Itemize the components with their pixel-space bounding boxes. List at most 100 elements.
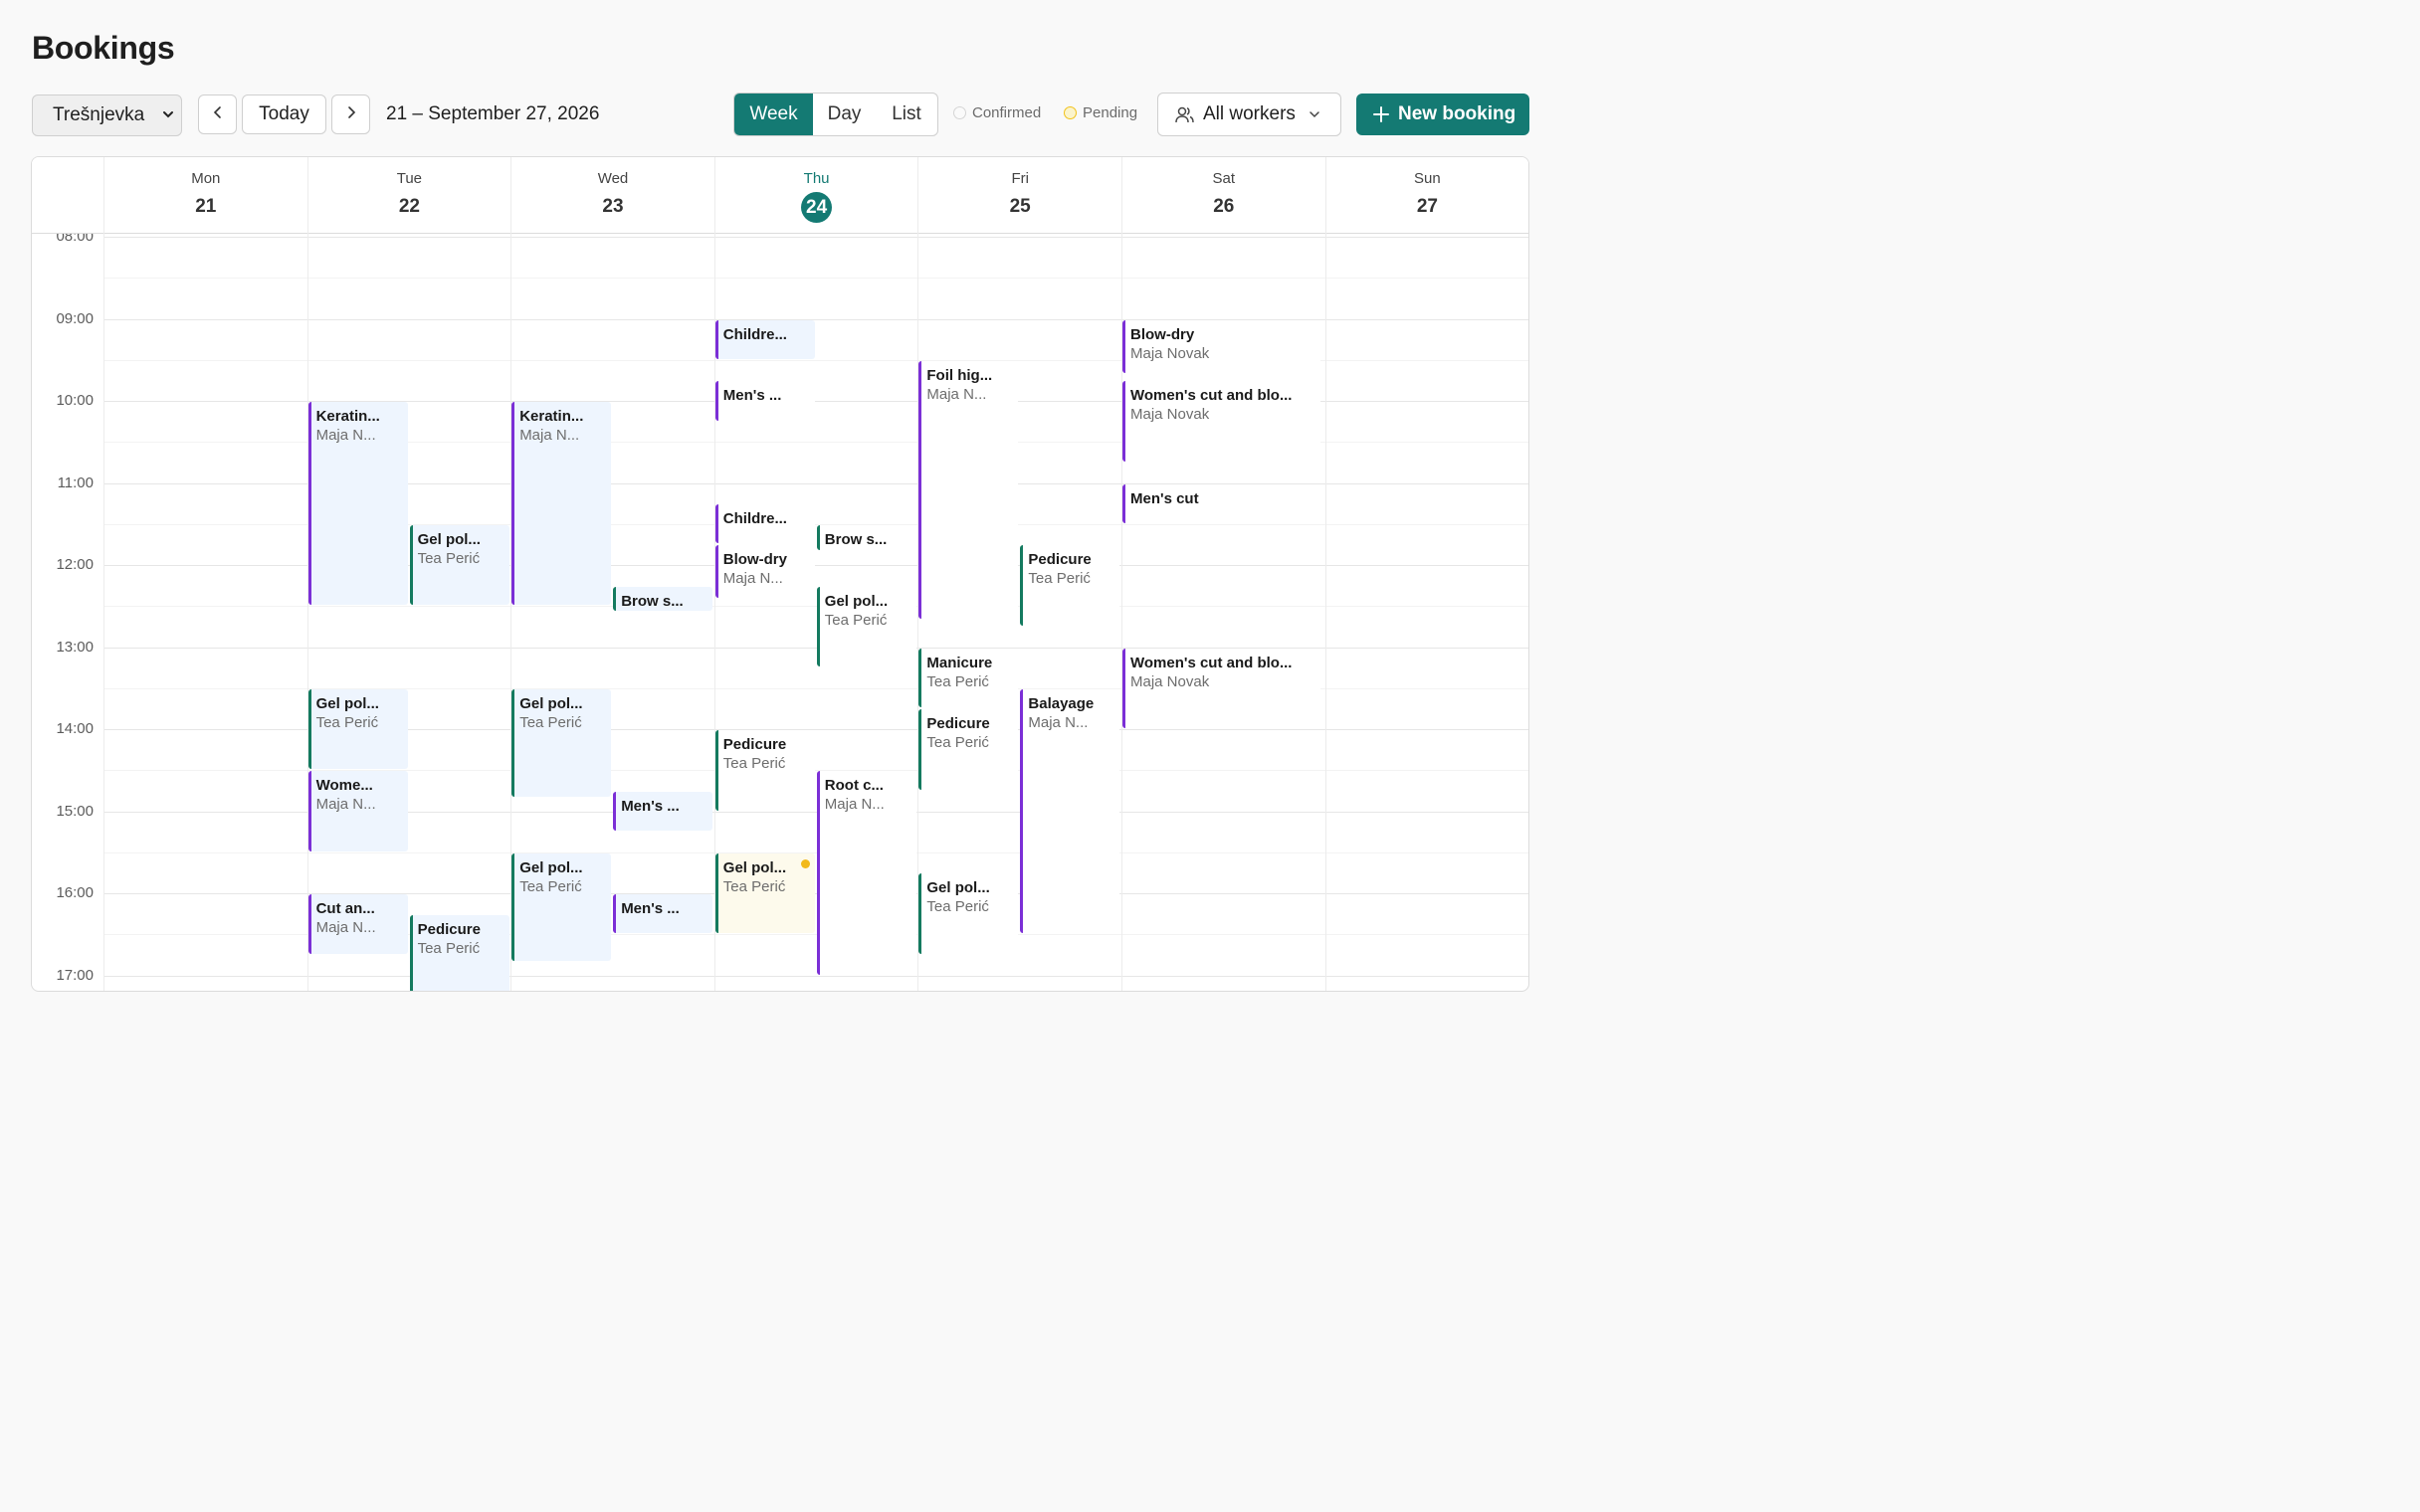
booking-event[interactable]: Gel pol... Tea Perić — [307, 688, 408, 770]
hour-gridline — [103, 647, 1528, 649]
tab-day[interactable]: Day — [827, 103, 862, 124]
time-label: 09:00 — [56, 309, 94, 327]
location-select[interactable]: Trešnjevka — [32, 94, 182, 136]
day-header-thu[interactable]: Thu 24 — [713, 157, 918, 234]
day-number: 26 — [1213, 196, 1235, 217]
day-header-mon[interactable]: Mon 21 — [103, 157, 307, 234]
time-label: 10:00 — [56, 392, 94, 409]
booking-title: Brow s... — [621, 592, 684, 610]
hour-gridline — [103, 893, 1528, 894]
booking-event[interactable]: Pedicure Tea Perić — [714, 730, 815, 811]
booking-worker: Maja N... — [1028, 713, 1089, 731]
day-column-divider — [1324, 234, 1326, 991]
booking-event[interactable]: Gel pol... Tea Perić — [918, 873, 1019, 954]
calendar-header: Mon 21 Tue 22 Wed 23 Thu 24 Fri 25 Sat 26 Sun 27 — [32, 157, 1528, 234]
booking-event[interactable]: Gel pol... Tea Perić — [816, 586, 916, 667]
booking-event[interactable]: Keratin... Maja N... — [511, 402, 612, 606]
legend-confirmed-label: Confirmed — [972, 104, 1042, 121]
booking-event[interactable]: Gel pol... Tea Perić — [511, 852, 612, 961]
calendar-grid: 08:00 09:00 10:00 11:00 12:00 13:00 14:00 15:00… — [32, 157, 1528, 991]
next-week-button[interactable] — [331, 94, 370, 134]
booking-title: Blow-dry — [1130, 325, 1195, 343]
booking-event[interactable]: Childre... — [714, 319, 815, 359]
legend-pending: Pending — [1064, 104, 1137, 121]
day-header-wed[interactable]: Wed 23 — [510, 157, 714, 234]
time-label: 17:00 — [56, 966, 94, 984]
hour-gridline — [103, 975, 1528, 977]
day-header-sat[interactable]: Sat 26 — [1121, 157, 1325, 234]
date-range-label: 21 – September 27, 2026 — [386, 103, 600, 124]
tab-list[interactable]: List — [892, 103, 921, 124]
booking-worker: Tea Perić — [926, 672, 989, 690]
tab-week[interactable]: Week — [734, 94, 813, 135]
hour-gridline — [103, 318, 1528, 320]
booking-title: Gel pol... — [722, 858, 787, 876]
day-number: 22 — [398, 196, 420, 217]
booking-event[interactable]: Women's cut and blo... Maja Novak — [1122, 381, 1320, 462]
day-number: 25 — [1009, 196, 1031, 217]
booking-event[interactable]: Men's ... — [714, 381, 815, 421]
booking-event[interactable]: Brow s... — [816, 524, 916, 551]
workers-filter-label: All workers — [1203, 103, 1296, 124]
booking-worker: Maja N... — [926, 385, 987, 403]
booking-event[interactable]: Men's ... — [613, 894, 713, 934]
booking-event[interactable]: Childre... — [714, 504, 815, 544]
booking-event[interactable]: Blow-dry Maja N... — [714, 545, 815, 599]
half-hour-gridline — [103, 278, 1528, 280]
hour-gridline — [103, 811, 1528, 813]
booking-event[interactable]: Gel pol... Tea Perić — [511, 688, 612, 797]
chevron-left-icon — [211, 103, 225, 125]
legend-confirmed: Confirmed — [953, 104, 1041, 121]
booking-title: Gel pol... — [417, 530, 481, 548]
half-hour-gridline — [103, 359, 1528, 361]
booking-event[interactable]: Pedicure Tea Perić — [918, 709, 1019, 790]
booking-event[interactable]: Gel pol... Tea Perić — [714, 852, 815, 934]
booking-event[interactable]: Foil hig... Maja N... — [918, 360, 1019, 619]
workers-filter-button[interactable]: All workers — [1157, 93, 1341, 136]
time-label: 16:00 — [56, 884, 94, 901]
day-header-tue[interactable]: Tue 22 — [306, 157, 511, 234]
day-name: Thu — [803, 170, 830, 187]
booking-event[interactable]: Root c... Maja N... — [816, 771, 916, 975]
booking-event[interactable]: Blow-dry Maja Novak — [1122, 319, 1320, 373]
new-booking-label: New booking — [1398, 103, 1516, 124]
booking-title: Men's ... — [621, 900, 680, 917]
day-name: Wed — [597, 170, 629, 187]
today-button[interactable]: Today — [242, 94, 326, 134]
booking-title: Root c... — [824, 777, 884, 795]
booking-title: Wome... — [315, 777, 373, 795]
day-header-sun[interactable]: Sun 27 — [1324, 157, 1528, 234]
booking-event[interactable]: Men's cut — [1122, 483, 1320, 523]
booking-event[interactable]: Brow s... — [613, 586, 713, 611]
booking-event[interactable]: Keratin... Maja N... — [307, 402, 408, 606]
booking-event[interactable]: Pedicure Tea Perić — [1020, 545, 1120, 626]
booking-worker: Tea Perić — [417, 549, 481, 567]
booking-title: Gel pol... — [926, 879, 990, 897]
booking-title: Women's cut and blo... — [1130, 387, 1293, 405]
time-label: 15:00 — [56, 802, 94, 820]
booking-event[interactable]: Manicure Tea Perić — [918, 648, 1019, 708]
booking-event[interactable]: Cut an... Maja N... — [307, 894, 408, 954]
day-name: Fri — [1011, 170, 1029, 187]
chevron-right-icon — [344, 103, 358, 125]
previous-week-button[interactable] — [198, 94, 237, 134]
time-label: 12:00 — [56, 556, 94, 573]
new-booking-button[interactable]: New booking — [1356, 94, 1529, 135]
booking-title: Blow-dry — [722, 551, 787, 569]
booking-event[interactable]: Gel pol... Tea Perić — [409, 524, 509, 606]
booking-event[interactable]: Wome... Maja N... — [307, 771, 408, 851]
booking-event[interactable]: Women's cut and blo... Maja Novak — [1122, 648, 1320, 728]
day-column-divider — [103, 234, 104, 991]
booking-worker: Tea Perić — [824, 611, 888, 629]
booking-event[interactable]: Balayage Maja N... — [1020, 688, 1120, 934]
booking-worker: Tea Perić — [315, 713, 379, 731]
booking-worker: Maja Novak — [1130, 344, 1210, 362]
day-column-divider — [713, 234, 715, 991]
hour-gridline — [103, 401, 1528, 402]
booking-worker: Maja Novak — [1130, 406, 1210, 424]
day-header-fri[interactable]: Fri 25 — [917, 157, 1121, 234]
day-number: 21 — [195, 196, 217, 217]
booking-worker: Maja N... — [824, 796, 885, 814]
booking-event[interactable]: Pedicure Tea Perić — [409, 914, 509, 991]
booking-event[interactable]: Men's ... — [613, 791, 713, 832]
